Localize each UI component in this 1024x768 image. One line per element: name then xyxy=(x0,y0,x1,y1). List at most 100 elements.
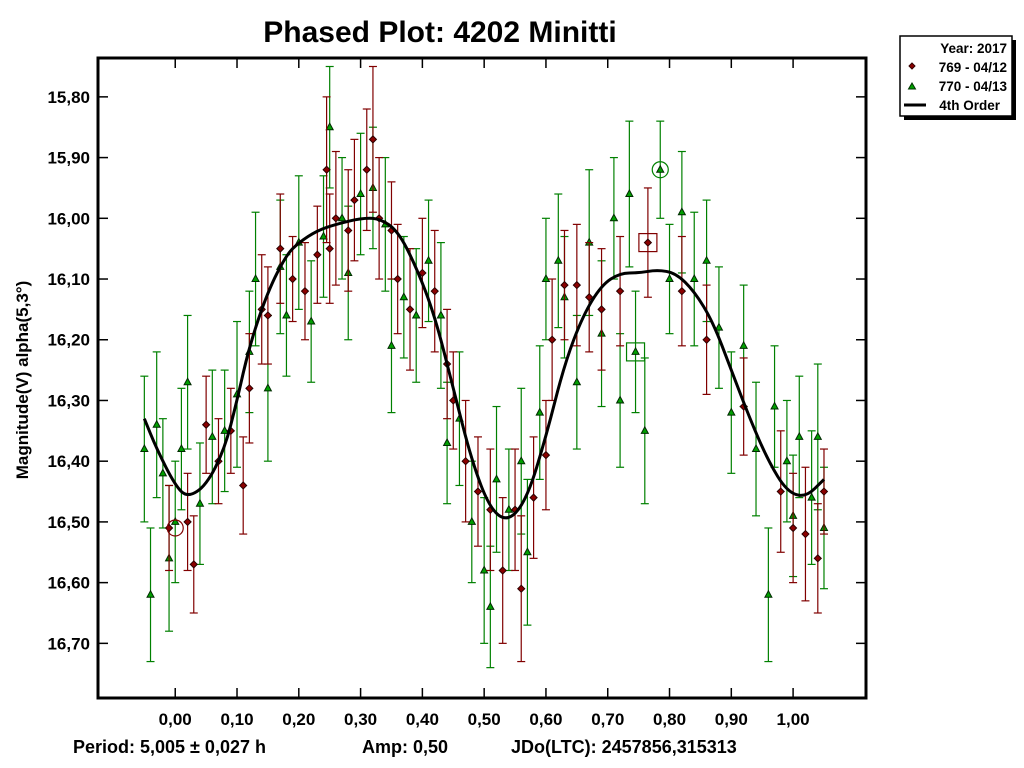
data-point-triangle xyxy=(782,456,792,465)
data-point-triangle xyxy=(726,407,736,416)
data-point-triangle xyxy=(177,443,186,453)
data-point-diamond xyxy=(776,487,785,496)
data-point-diamond xyxy=(325,244,334,253)
x-tick-label: 0,00 xyxy=(159,710,192,729)
data-point-diamond xyxy=(788,523,798,533)
y-tick-label: 16,10 xyxy=(47,270,90,289)
data-point-triangle xyxy=(739,340,749,349)
data-point-triangle xyxy=(764,589,773,598)
data-point-diamond xyxy=(547,335,557,344)
data-point-diamond xyxy=(541,450,551,460)
data-point-triangle xyxy=(399,292,409,301)
y-tick-label: 16,30 xyxy=(47,391,90,410)
data-point-triangle xyxy=(183,377,192,386)
data-point-diamond xyxy=(572,280,582,290)
y-tick-label: 16,70 xyxy=(47,634,90,653)
data-point-diamond xyxy=(517,584,526,593)
data-point-diamond xyxy=(322,165,331,174)
data-point-triangle xyxy=(625,188,634,198)
x-tick-label: 0,30 xyxy=(344,710,377,729)
plot-frame xyxy=(96,56,868,700)
data-point-diamond xyxy=(263,311,273,320)
legend-header: Year: 2017 xyxy=(940,41,1007,56)
y-tick-label: 16,40 xyxy=(47,452,90,471)
data-point-diamond xyxy=(813,554,823,563)
data-point-triangle xyxy=(677,207,687,216)
data-point-diamond xyxy=(461,456,470,466)
highlight-square xyxy=(638,232,658,253)
data-point-diamond xyxy=(819,487,829,496)
data-point-triangle xyxy=(572,377,582,386)
data-point-triangle xyxy=(631,346,640,355)
data-point-diamond xyxy=(245,384,254,393)
data-point-triangle xyxy=(807,492,816,501)
data-point-triangle xyxy=(220,425,229,434)
highlight-circle xyxy=(651,161,669,179)
legend-entry-769: 769 - 04/12 xyxy=(939,60,1007,75)
data-point-diamond xyxy=(368,135,378,144)
data-point-triangle xyxy=(195,498,205,507)
y-tick-label: 16,20 xyxy=(47,331,90,350)
data-point-triangle xyxy=(152,419,162,428)
highlight-circle xyxy=(166,519,184,537)
data-point-diamond xyxy=(362,165,371,174)
data-point-diamond xyxy=(677,286,687,296)
data-point-triangle xyxy=(387,340,396,349)
y-tick-label: 16,00 xyxy=(47,209,90,228)
data-point-triangle xyxy=(170,516,180,525)
data-point-triangle xyxy=(356,188,365,198)
data-point-triangle xyxy=(411,310,421,319)
data-point-diamond xyxy=(643,238,653,247)
data-point-triangle xyxy=(467,516,477,525)
data-point-diamond xyxy=(201,420,211,429)
data-point-triangle xyxy=(770,401,779,410)
data-point-triangle xyxy=(158,468,168,477)
data-point-triangle xyxy=(146,589,155,598)
plot-area xyxy=(140,65,829,669)
x-tick-label: 0,50 xyxy=(468,710,501,729)
data-point-triangle xyxy=(655,164,665,173)
data-point-diamond xyxy=(597,305,606,314)
amplitude-text: Amp: 0,50 xyxy=(362,737,448,757)
legend-entry-770: 770 - 04/13 xyxy=(939,79,1008,94)
data-point-triangle xyxy=(442,437,452,446)
data-point-triangle xyxy=(714,322,724,331)
data-point-triangle xyxy=(553,255,563,264)
data-point-diamond xyxy=(560,280,569,290)
data-point-diamond xyxy=(498,566,507,575)
data-point-triangle xyxy=(504,504,514,513)
data-point-triangle xyxy=(319,231,328,240)
data-point-triangle xyxy=(702,255,711,264)
data-point-diamond xyxy=(288,274,297,284)
data-point-triangle xyxy=(609,213,619,222)
data-point-diamond xyxy=(529,493,538,502)
y-tick-label: 16,50 xyxy=(47,513,90,532)
data-point-diamond xyxy=(164,523,174,533)
data-point-triangle xyxy=(615,395,625,404)
fit-curve-4th-order xyxy=(142,216,826,520)
legend-entry-fit: 4th Order xyxy=(939,98,1001,113)
x-tick-label: 0,70 xyxy=(591,710,624,729)
data-point-triangle xyxy=(263,383,273,392)
chart-title: Phased Plot: 4202 Minitti xyxy=(263,16,616,49)
data-point-diamond xyxy=(473,487,483,496)
data-point-diamond xyxy=(405,305,415,314)
x-tick-label: 0,10 xyxy=(220,710,253,729)
data-point-triangle xyxy=(751,443,761,453)
y-axis-label: Magnitude(V) alpha(5,3°) xyxy=(13,281,32,480)
data-point-triangle xyxy=(282,310,291,319)
data-point-triangle xyxy=(251,273,260,283)
data-point-triangle xyxy=(665,273,674,283)
data-point-triangle xyxy=(436,310,446,319)
data-point-diamond xyxy=(702,335,711,344)
x-tick-label: 0,60 xyxy=(529,710,562,729)
data-point-triangle xyxy=(516,456,526,465)
jdo-text: JDo(LTC): 2457856,315313 xyxy=(511,737,737,757)
y-tick-label: 16,60 xyxy=(47,574,90,593)
data-point-triangle xyxy=(479,565,489,574)
data-point-triangle xyxy=(140,443,149,453)
data-point-diamond xyxy=(331,214,341,223)
data-point-triangle xyxy=(207,431,217,440)
data-point-triangle xyxy=(813,431,823,440)
x-tick-label: 0,90 xyxy=(715,710,748,729)
